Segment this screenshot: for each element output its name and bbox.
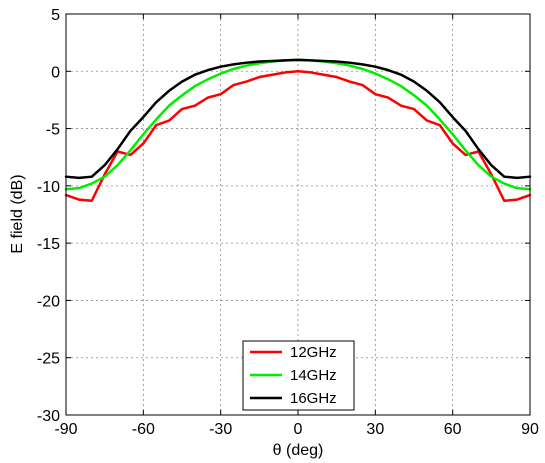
series-line-16ghz [64,58,532,180]
tick-layer: -90 -60 -30 0 30 60 90 5 0 -5 -10 -15 -20 -25 -30 [37,7,539,438]
y-tick-label: -15 [37,236,60,253]
y-tick-label: 0 [51,64,60,81]
series-line-12ghz [64,70,532,202]
y-tick-label: -25 [37,351,60,368]
y-tick-label: 5 [51,7,60,24]
y-axis-title: E field (dB) [9,174,26,253]
x-axis-title: θ (deg) [273,442,324,459]
legend-label-16ghz: 16GHz [290,390,337,407]
y-tick-label: -5 [46,122,60,139]
y-tick-label: -20 [37,293,60,310]
series-layer [64,58,532,202]
x-tick-label: -60 [132,421,155,438]
y-tick-label: -10 [37,179,60,196]
legend: 12GHz 14GHz 16GHz [242,340,355,411]
y-tick-label: -30 [37,408,60,425]
x-tick-label: 0 [294,421,303,438]
x-tick-label: 30 [366,421,384,438]
x-tick-label: -30 [209,421,232,438]
x-tick-label: 90 [521,421,539,438]
legend-label-14ghz: 14GHz [290,367,337,384]
x-tick-label: -90 [54,421,77,438]
legend-label-12ghz: 12GHz [290,344,337,361]
x-tick-label: 60 [444,421,462,438]
